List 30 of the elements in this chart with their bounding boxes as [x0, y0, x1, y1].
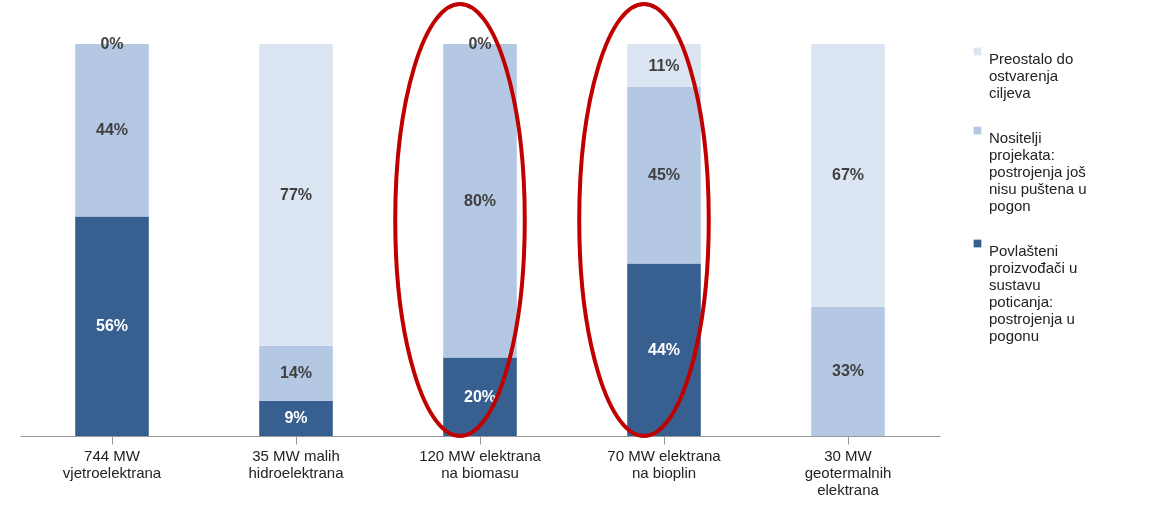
data-label: 44%	[95, 121, 129, 139]
legend-label: Povlašteni proizvođači u sustavu poticanja: postrojenja u pogonu	[989, 241, 1078, 344]
data-label: 45%	[647, 166, 681, 184]
data-label: 80%	[463, 191, 497, 209]
bar	[259, 44, 333, 346]
bar	[627, 87, 701, 264]
x-tick-label: 30 MW geotermalnih elektrana	[804, 446, 892, 498]
legend-label: Preostalo do ostvarenja ciljeva	[989, 49, 1074, 101]
data-label: 11%	[648, 56, 680, 74]
legend-label: Nositelji projekata: postrojenja još nisu puštena u pogon	[989, 128, 1087, 214]
x-tick-label: 70 MW elektrana na bioplin	[607, 446, 722, 481]
x-tick-label: 35 MW malih hidroelektrana	[248, 446, 345, 481]
bar	[811, 44, 885, 307]
bar	[75, 216, 149, 436]
bar	[259, 345, 333, 401]
bar	[259, 400, 333, 436]
data-label: 9%	[284, 409, 308, 427]
data-label: 56%	[95, 317, 129, 335]
bar	[811, 306, 885, 436]
x-tick-label: 120 MW elektrana na biomasu	[419, 446, 542, 481]
data-label: 14%	[279, 364, 313, 382]
data-label: 20%	[463, 387, 497, 405]
x-tick-label: 744 MW vjetroelektrana	[62, 446, 162, 481]
data-label: 67%	[831, 166, 865, 184]
data-label: 44%	[647, 340, 681, 358]
data-label: 0%	[100, 35, 124, 52]
data-label: 33%	[831, 362, 865, 380]
data-label: 0%	[468, 35, 492, 52]
bar	[627, 263, 701, 436]
data-label: 77%	[279, 185, 313, 203]
